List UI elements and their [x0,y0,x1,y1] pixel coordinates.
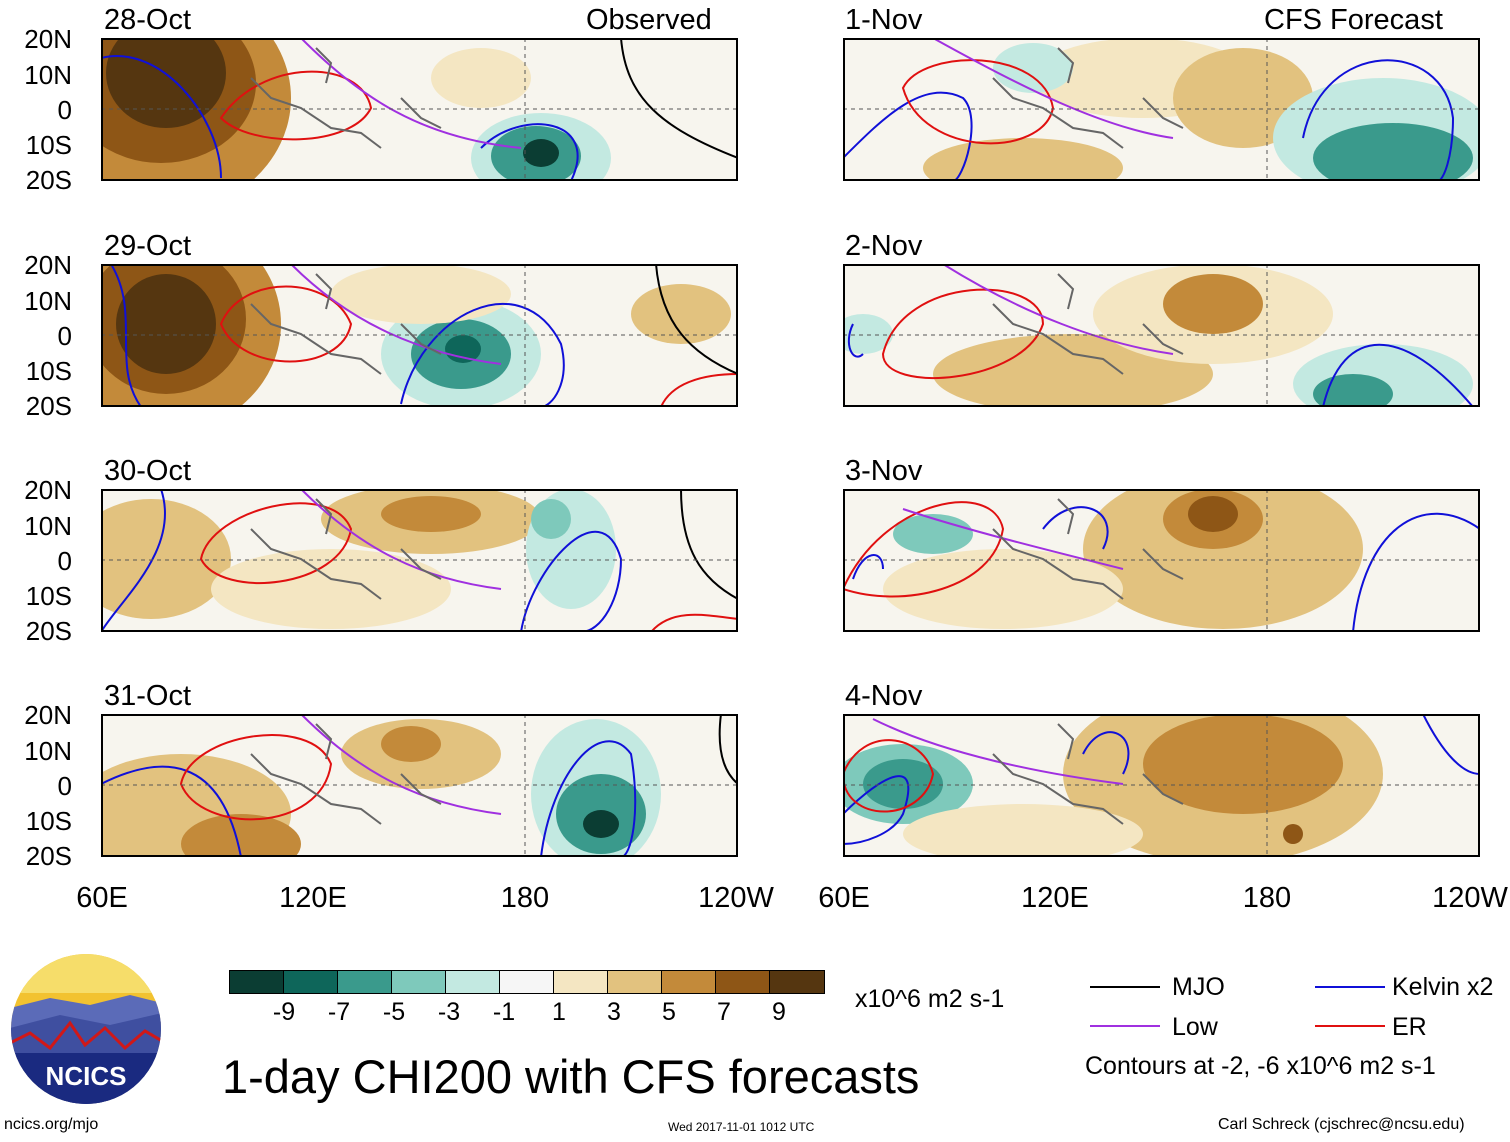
map-panel-28-oct [101,38,738,181]
lat-label: 10N [24,736,72,766]
logo-text: NCICS [46,1061,127,1091]
lon-label: 120W [698,882,774,914]
observed-header: Observed [586,4,712,36]
colorbar-cell [770,971,824,993]
colorbar-tick: 9 [772,998,786,1026]
lon-label: 180 [500,882,550,914]
map-panel-1-nov [843,38,1480,181]
lat-label: 20N [24,24,72,54]
map-panel-4-nov [843,714,1480,857]
lat-label: 10N [24,511,72,541]
colorbar-cell [554,971,608,993]
colorbar-tick: -9 [272,998,296,1026]
colorbar-tick: 3 [607,998,621,1026]
panel-label: 29-Oct [104,230,192,262]
map-panel-29-oct [101,264,738,407]
colorbar-tick: 7 [717,998,731,1026]
footer-url: ncics.org/mjo [4,1116,99,1133]
panel-label: 1-Nov [845,4,923,36]
legend-kelvin-label: Kelvin x2 [1392,973,1494,1001]
lon-label: 60E [818,882,870,914]
lon-label: 120E [279,882,347,914]
colorbar-cell [500,971,554,993]
colorbar-tick: 1 [552,998,566,1026]
panel-label: 28-Oct [104,4,192,36]
lat-label: 20S [25,165,72,195]
map-panel-31-oct [101,714,738,857]
figure-title: 1-day CHI200 with CFS forecasts [222,1050,920,1103]
lat-label: 10S [25,356,72,386]
legend-low-label: Low [1172,1013,1218,1041]
colorbar-cell [230,971,284,993]
lat-label: 0 [57,771,72,801]
footer-author: Carl Schreck (cjschrec@ncsu.edu) [1218,1116,1465,1133]
lat-label: 10S [25,130,72,160]
colorbar-tick: 5 [662,998,676,1026]
lat-label: 20N [24,700,72,730]
legend-er-label: ER [1392,1013,1427,1041]
colorbar-cell [392,971,446,993]
panel-label: 30-Oct [104,455,192,487]
lat-label: 10S [25,806,72,836]
colorbar-cell [446,971,500,993]
colorbar-tick: -3 [437,998,461,1026]
legend-kelvin-line [1315,986,1385,988]
lat-label: 0 [57,321,72,351]
footer-timestamp: Wed 2017-11-01 1012 UTC [668,1120,815,1134]
cfs-forecast-header: CFS Forecast [1264,4,1443,36]
legend-mjo-label: MJO [1172,973,1225,1001]
panel-label: 3-Nov [845,455,923,487]
colorbar-tick: -5 [382,998,406,1026]
colorbar-cell [338,971,392,993]
legend-low-line [1090,1025,1160,1027]
lat-label: 10N [24,286,72,316]
panel-label: 31-Oct [104,680,192,712]
colorbar-cell [662,971,716,993]
contour-note: Contours at -2, -6 x10^6 m2 s-1 [1085,1052,1436,1080]
lon-label: 60E [76,882,128,914]
colorbar-cell [608,971,662,993]
map-panel-30-oct [101,489,738,632]
colorbar-tick: -7 [327,998,351,1026]
lat-label: 0 [57,95,72,125]
lat-label: 10S [25,581,72,611]
lon-label: 120E [1021,882,1089,914]
legend-mjo-line [1090,986,1160,988]
lat-label: 20S [25,391,72,421]
panel-label: 2-Nov [845,230,923,262]
legend-er-line [1315,1025,1385,1027]
lat-label: 20S [25,841,72,871]
map-panel-3-nov [843,489,1480,632]
lon-label: 120W [1432,882,1508,914]
lat-label: 20N [24,475,72,505]
colorbar-cell [716,971,770,993]
map-panel-2-nov [843,264,1480,407]
colorbar-tick: -1 [492,998,516,1026]
colorbar-cell [284,971,338,993]
colorbar [229,970,825,994]
panel-label: 4-Nov [845,680,923,712]
colorbar-units: x10^6 m2 s-1 [855,985,1005,1013]
lat-label: 20N [24,250,72,280]
lat-label: 0 [57,546,72,576]
lat-label: 20S [25,616,72,646]
lon-label: 180 [1242,882,1292,914]
ncics-logo: NCICS [11,954,161,1104]
lat-label: 10N [24,60,72,90]
